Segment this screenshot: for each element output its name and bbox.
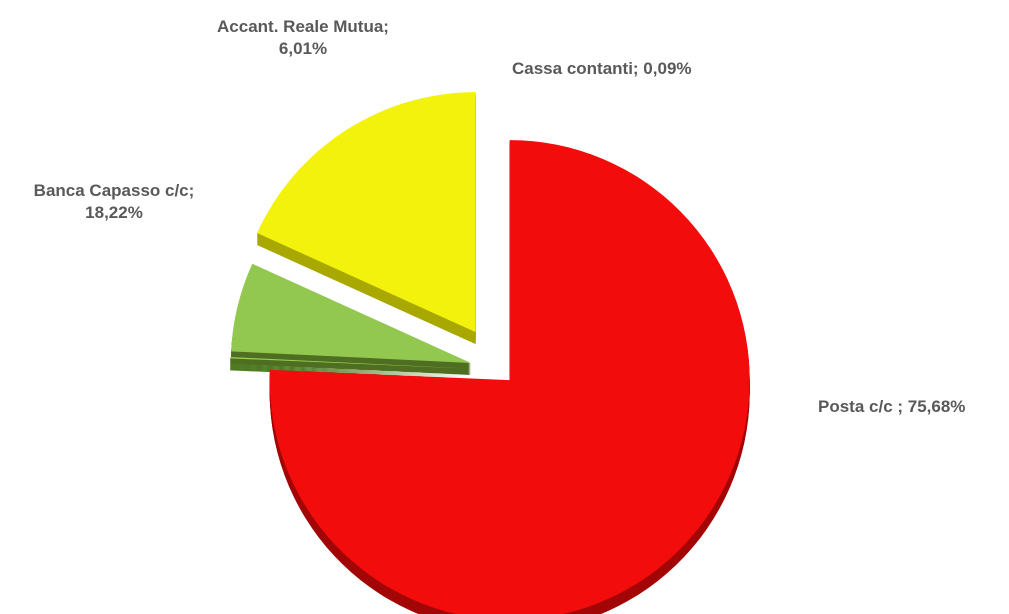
label-cassa-line1: Cassa contanti; 0,09% <box>512 59 692 78</box>
label-accant-line2: 6,01% <box>278 39 328 58</box>
pie-slice-posta <box>269 140 750 614</box>
label-accant-line1: Accant. Reale Mutua; <box>217 17 389 36</box>
label-cassa: Cassa contanti; 0,09% <box>512 58 692 80</box>
label-posta: Posta c/c ; 75,68% <box>818 396 965 418</box>
label-banca-line2: 18,22% <box>85 203 143 222</box>
label-banca: Banca Capasso c/c; 18,22% <box>8 180 220 224</box>
pie-slice-banca <box>257 92 476 333</box>
label-accant: Accant. Reale Mutua; 6,01% <box>192 16 414 60</box>
pie-slice-accant <box>231 263 471 363</box>
label-banca-line1: Banca Capasso c/c; <box>33 181 195 200</box>
pie-slice-cassa <box>230 357 471 369</box>
label-posta-line1: Posta c/c ; 75,68% <box>818 397 966 416</box>
